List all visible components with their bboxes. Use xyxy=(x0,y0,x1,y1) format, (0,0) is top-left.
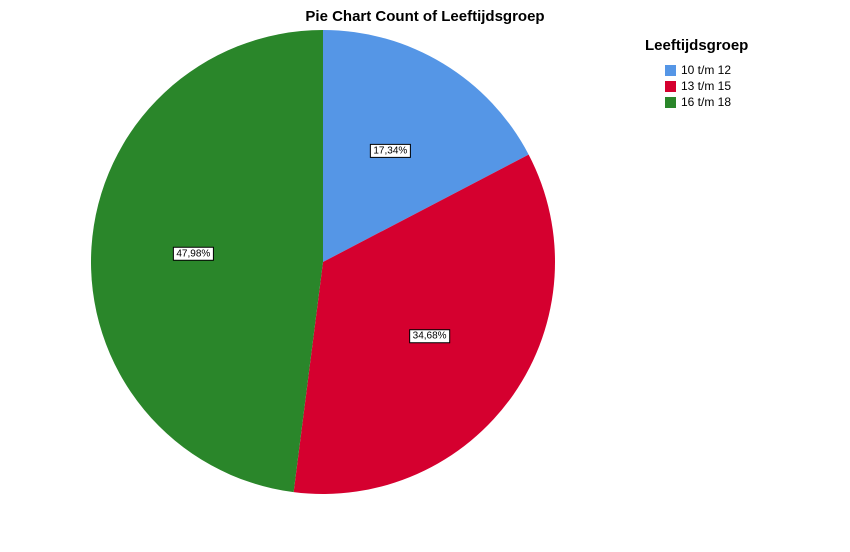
legend-swatch xyxy=(665,80,676,92)
legend-item-13-15: 13 t/m 15 xyxy=(665,78,748,94)
pie-slice-16-18 xyxy=(91,30,323,493)
legend-label: 16 t/m 18 xyxy=(681,95,732,109)
svg-text:17,34%: 17,34% xyxy=(373,145,407,156)
slice-label-13-15: 34,68% xyxy=(409,329,451,344)
legend-label: 10 t/m 12 xyxy=(681,63,732,77)
pie-slice-10-12 xyxy=(323,30,529,262)
svg-text:34,68%: 34,68% xyxy=(413,331,447,342)
slice-label-10-12: 17,34% xyxy=(369,143,411,158)
legend-title: Leeftijdsgroep xyxy=(645,37,749,54)
legend-label: 13 t/m 15 xyxy=(681,79,732,93)
slice-label-16-18: 47,98% xyxy=(172,246,214,261)
legend-item-10-12: 10 t/m 12 xyxy=(665,62,748,78)
legend: Leeftijdsgroep 10 t/m 12 13 t/m 15 16 t/… xyxy=(645,37,748,110)
pie-slice-13-15 xyxy=(293,154,555,495)
legend-swatch xyxy=(665,96,676,108)
legend-swatch xyxy=(665,64,676,76)
legend-item-16-18: 16 t/m 18 xyxy=(665,94,748,110)
svg-text:47,98%: 47,98% xyxy=(176,248,210,259)
chart-title: Pie Chart Count of Leeftijdsgroep xyxy=(305,8,545,25)
